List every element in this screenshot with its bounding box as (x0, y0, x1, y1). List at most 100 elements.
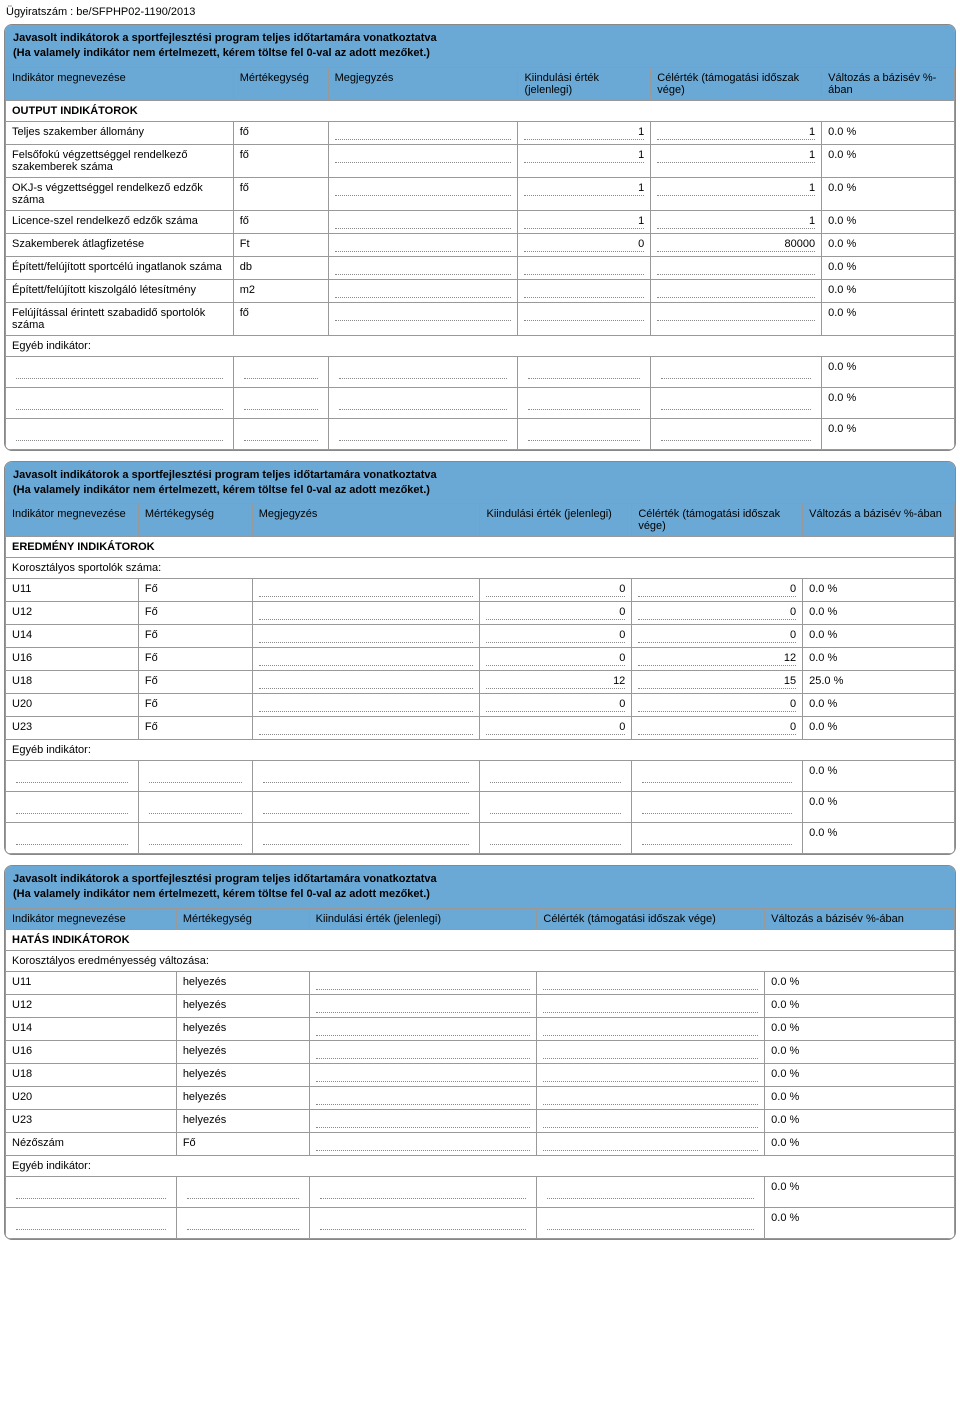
blank-cell[interactable] (6, 356, 234, 387)
table-cell (309, 1133, 537, 1156)
table-cell (252, 579, 480, 602)
blank-cell[interactable] (6, 792, 139, 823)
table-cell (328, 121, 518, 144)
blank-change: 0.0 % (803, 761, 955, 792)
effect-egyeb-row: Egyéb indikátor: (6, 1156, 955, 1177)
blank-cell[interactable] (176, 1177, 309, 1208)
indicator-change: 25.0 % (803, 671, 955, 694)
blank-cell[interactable] (6, 1177, 177, 1208)
blank-cell[interactable] (309, 1208, 537, 1239)
blank-cell[interactable] (480, 823, 632, 854)
blank-cell[interactable] (138, 761, 252, 792)
blank-cell[interactable] (480, 792, 632, 823)
blank-row: 0.0 % (6, 356, 955, 387)
blank-cell[interactable] (309, 1177, 537, 1208)
blank-change: 0.0 % (822, 418, 955, 449)
blank-cell[interactable] (328, 356, 518, 387)
table-cell: 0 (480, 694, 632, 717)
table-row: U20Fő000.0 % (6, 694, 955, 717)
indicator-unit: fő (233, 210, 328, 233)
blank-cell[interactable] (480, 761, 632, 792)
effect-table: Indikátor megnevezése Mértékegység Kiind… (5, 908, 955, 1239)
blank-cell[interactable] (252, 761, 480, 792)
table-cell (252, 602, 480, 625)
table-cell: 0 (518, 233, 651, 256)
hdr-note: Megjegyzés (252, 504, 480, 537)
table-cell (651, 256, 822, 279)
blank-cell[interactable] (537, 1177, 765, 1208)
table-cell (518, 302, 651, 335)
table-cell (328, 256, 518, 279)
blank-cell[interactable] (252, 823, 480, 854)
blank-cell[interactable] (176, 1208, 309, 1239)
indicator-name: Licence-szel rendelkező edzők száma (6, 210, 234, 233)
blank-cell[interactable] (518, 418, 651, 449)
blank-cell[interactable] (233, 387, 328, 418)
blank-cell[interactable] (632, 761, 803, 792)
blank-cell[interactable] (632, 792, 803, 823)
effect-header-row: Indikátor megnevezése Mértékegység Kiind… (6, 909, 955, 930)
indicator-change: 0.0 % (822, 121, 955, 144)
section-title-line2: (Ha valamely indikátor nem értelmezett, … (13, 484, 430, 496)
doc-id: Ügyiratszám : be/SFPHP02-1190/2013 (6, 6, 956, 18)
blank-cell[interactable] (328, 387, 518, 418)
indicator-change: 0.0 % (803, 717, 955, 740)
table-row: Épített/felújított kiszolgáló létesítmén… (6, 279, 955, 302)
blank-cell[interactable] (138, 823, 252, 854)
blank-cell[interactable] (252, 792, 480, 823)
table-cell (537, 972, 765, 995)
blank-cell[interactable] (233, 356, 328, 387)
section-title-line1: Javasolt indikátorok a sportfejlesztési … (13, 873, 437, 885)
indicator-unit: helyezés (176, 1041, 309, 1064)
table-cell: 0 (480, 625, 632, 648)
blank-cell[interactable] (651, 356, 822, 387)
effect-section: Javasolt indikátorok a sportfejlesztési … (4, 865, 956, 1240)
indicator-change: 0.0 % (765, 1133, 955, 1156)
blank-cell[interactable] (518, 356, 651, 387)
hdr-target: Célérték (támogatási időszak vége) (651, 67, 822, 100)
blank-cell[interactable] (6, 387, 234, 418)
blank-cell[interactable] (328, 418, 518, 449)
indicator-name: U12 (6, 995, 177, 1018)
indicator-unit: Fő (138, 579, 252, 602)
blank-cell[interactable] (518, 387, 651, 418)
blank-cell[interactable] (6, 823, 139, 854)
table-cell (309, 1110, 537, 1133)
table-cell: 1 (518, 177, 651, 210)
table-row: Felújítással érintett szabadidő sportoló… (6, 302, 955, 335)
blank-cell[interactable] (233, 418, 328, 449)
table-cell (518, 256, 651, 279)
blank-cell[interactable] (651, 387, 822, 418)
indicator-unit: helyezés (176, 1087, 309, 1110)
hdr-change: Változás a bázisév %-ában (803, 504, 955, 537)
blank-cell[interactable] (6, 418, 234, 449)
blank-cell[interactable] (651, 418, 822, 449)
result-table: Indikátor megnevezése Mértékegység Megje… (5, 503, 955, 854)
indicator-unit: Fő (138, 717, 252, 740)
indicator-change: 0.0 % (765, 1041, 955, 1064)
hdr-start: Kiindulási érték (jelenlegi) (480, 504, 632, 537)
blank-change: 0.0 % (822, 356, 955, 387)
table-cell: 80000 (651, 233, 822, 256)
table-cell (328, 302, 518, 335)
indicator-unit: Fő (138, 625, 252, 648)
table-cell (537, 1041, 765, 1064)
blank-cell[interactable] (537, 1208, 765, 1239)
blank-cell[interactable] (138, 792, 252, 823)
hdr-change: Változás a bázisév %-ában (822, 67, 955, 100)
table-cell (537, 1110, 765, 1133)
blank-cell[interactable] (6, 1208, 177, 1239)
blank-cell[interactable] (632, 823, 803, 854)
table-cell: 1 (651, 144, 822, 177)
effect-heading-row: HATÁS INDIKÁTOROK (6, 930, 955, 951)
result-sublabel: Korosztályos sportolók száma: (6, 558, 955, 579)
table-cell (328, 177, 518, 210)
result-egyeb-row: Egyéb indikátor: (6, 740, 955, 761)
hdr-target: Célérték (támogatási időszak vége) (537, 909, 765, 930)
blank-row: 0.0 % (6, 792, 955, 823)
indicator-change: 0.0 % (822, 279, 955, 302)
hdr-start: Kiindulási érték (jelenlegi) (309, 909, 537, 930)
table-cell: 1 (651, 210, 822, 233)
blank-cell[interactable] (6, 761, 139, 792)
blank-row: 0.0 % (6, 1208, 955, 1239)
